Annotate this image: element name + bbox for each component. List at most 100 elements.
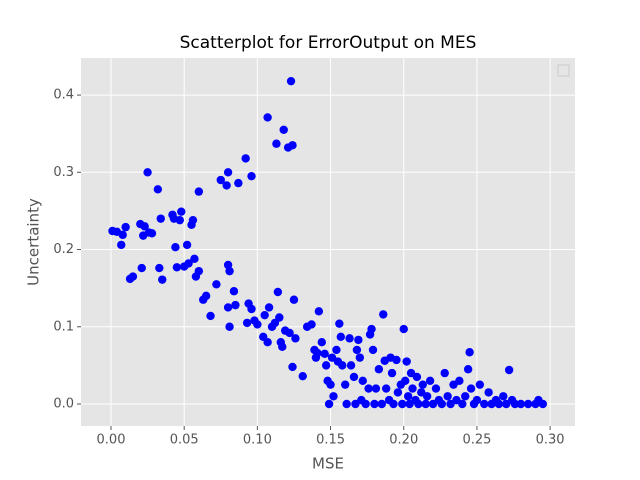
x-tick-label: 0.15 xyxy=(316,433,345,448)
x-tick-label: 0.25 xyxy=(462,433,491,448)
point xyxy=(117,240,126,250)
x-tick-label: 0.00 xyxy=(97,433,126,448)
point xyxy=(443,392,452,401)
point xyxy=(247,171,256,181)
point xyxy=(403,392,413,401)
point xyxy=(499,392,508,401)
point xyxy=(263,338,272,347)
point xyxy=(172,263,182,272)
point xyxy=(158,275,167,284)
point xyxy=(314,307,324,316)
point xyxy=(229,287,239,296)
y-tick-label: 0.1 xyxy=(53,319,74,334)
point xyxy=(242,318,252,328)
point xyxy=(225,322,234,331)
point xyxy=(355,353,365,362)
point xyxy=(523,399,533,409)
x-axis-label: MSE xyxy=(312,455,344,473)
point xyxy=(379,310,388,319)
point xyxy=(225,266,234,276)
point xyxy=(241,154,250,163)
point xyxy=(361,399,370,409)
point xyxy=(317,338,326,347)
point xyxy=(288,362,297,372)
point xyxy=(216,175,225,185)
point xyxy=(223,168,233,177)
point xyxy=(437,399,447,409)
legend-box xyxy=(557,64,570,77)
y-tick-label: 0.4 xyxy=(53,88,74,103)
point xyxy=(538,399,547,409)
point xyxy=(222,181,231,190)
point xyxy=(516,399,526,409)
point xyxy=(466,384,476,393)
point xyxy=(393,388,403,397)
point xyxy=(231,300,240,310)
point xyxy=(402,357,411,366)
point xyxy=(156,214,165,223)
point xyxy=(371,384,381,393)
point xyxy=(140,222,149,231)
point xyxy=(368,345,378,355)
point xyxy=(118,230,127,240)
point xyxy=(289,295,299,304)
point xyxy=(358,376,367,386)
point xyxy=(342,399,351,409)
point xyxy=(288,141,297,150)
point xyxy=(465,348,474,357)
x-tick-label: 0.20 xyxy=(389,433,418,448)
point xyxy=(412,372,422,382)
point xyxy=(336,332,346,341)
point xyxy=(463,365,473,374)
point xyxy=(298,371,307,381)
point xyxy=(175,215,184,225)
point xyxy=(182,240,192,250)
point xyxy=(367,324,376,334)
point xyxy=(504,365,514,375)
point xyxy=(425,376,435,386)
point xyxy=(291,334,300,343)
point xyxy=(472,395,482,405)
point xyxy=(137,263,146,273)
point xyxy=(264,303,274,312)
x-tick-label: 0.05 xyxy=(170,433,199,448)
point xyxy=(374,365,384,374)
point xyxy=(458,399,467,409)
point xyxy=(440,368,449,378)
y-tick-label: 0.0 xyxy=(53,396,74,411)
point xyxy=(329,392,338,401)
point xyxy=(349,372,359,382)
y-tick-label: 0.3 xyxy=(53,165,74,180)
point xyxy=(263,113,272,122)
point xyxy=(155,263,164,273)
point xyxy=(387,368,397,378)
point xyxy=(431,384,441,393)
point xyxy=(484,388,493,397)
point xyxy=(307,320,316,329)
point xyxy=(455,376,464,386)
point xyxy=(338,361,347,370)
point xyxy=(421,399,430,409)
point xyxy=(377,399,386,409)
point xyxy=(188,215,198,225)
point xyxy=(332,345,341,355)
point xyxy=(370,399,379,409)
point xyxy=(320,349,329,358)
point xyxy=(147,229,157,238)
point xyxy=(253,320,262,329)
point xyxy=(285,328,294,338)
point xyxy=(340,380,350,389)
point xyxy=(279,125,288,135)
point xyxy=(128,272,138,281)
point xyxy=(194,187,204,196)
point xyxy=(422,392,432,401)
point xyxy=(414,399,423,409)
point xyxy=(143,168,152,177)
point xyxy=(480,399,489,409)
y-tick-label: 0.2 xyxy=(53,242,74,257)
point xyxy=(194,266,204,276)
point xyxy=(345,334,354,343)
chart-title: Scatterplot for ErrorOutput on MES xyxy=(180,33,477,53)
point xyxy=(223,303,233,312)
